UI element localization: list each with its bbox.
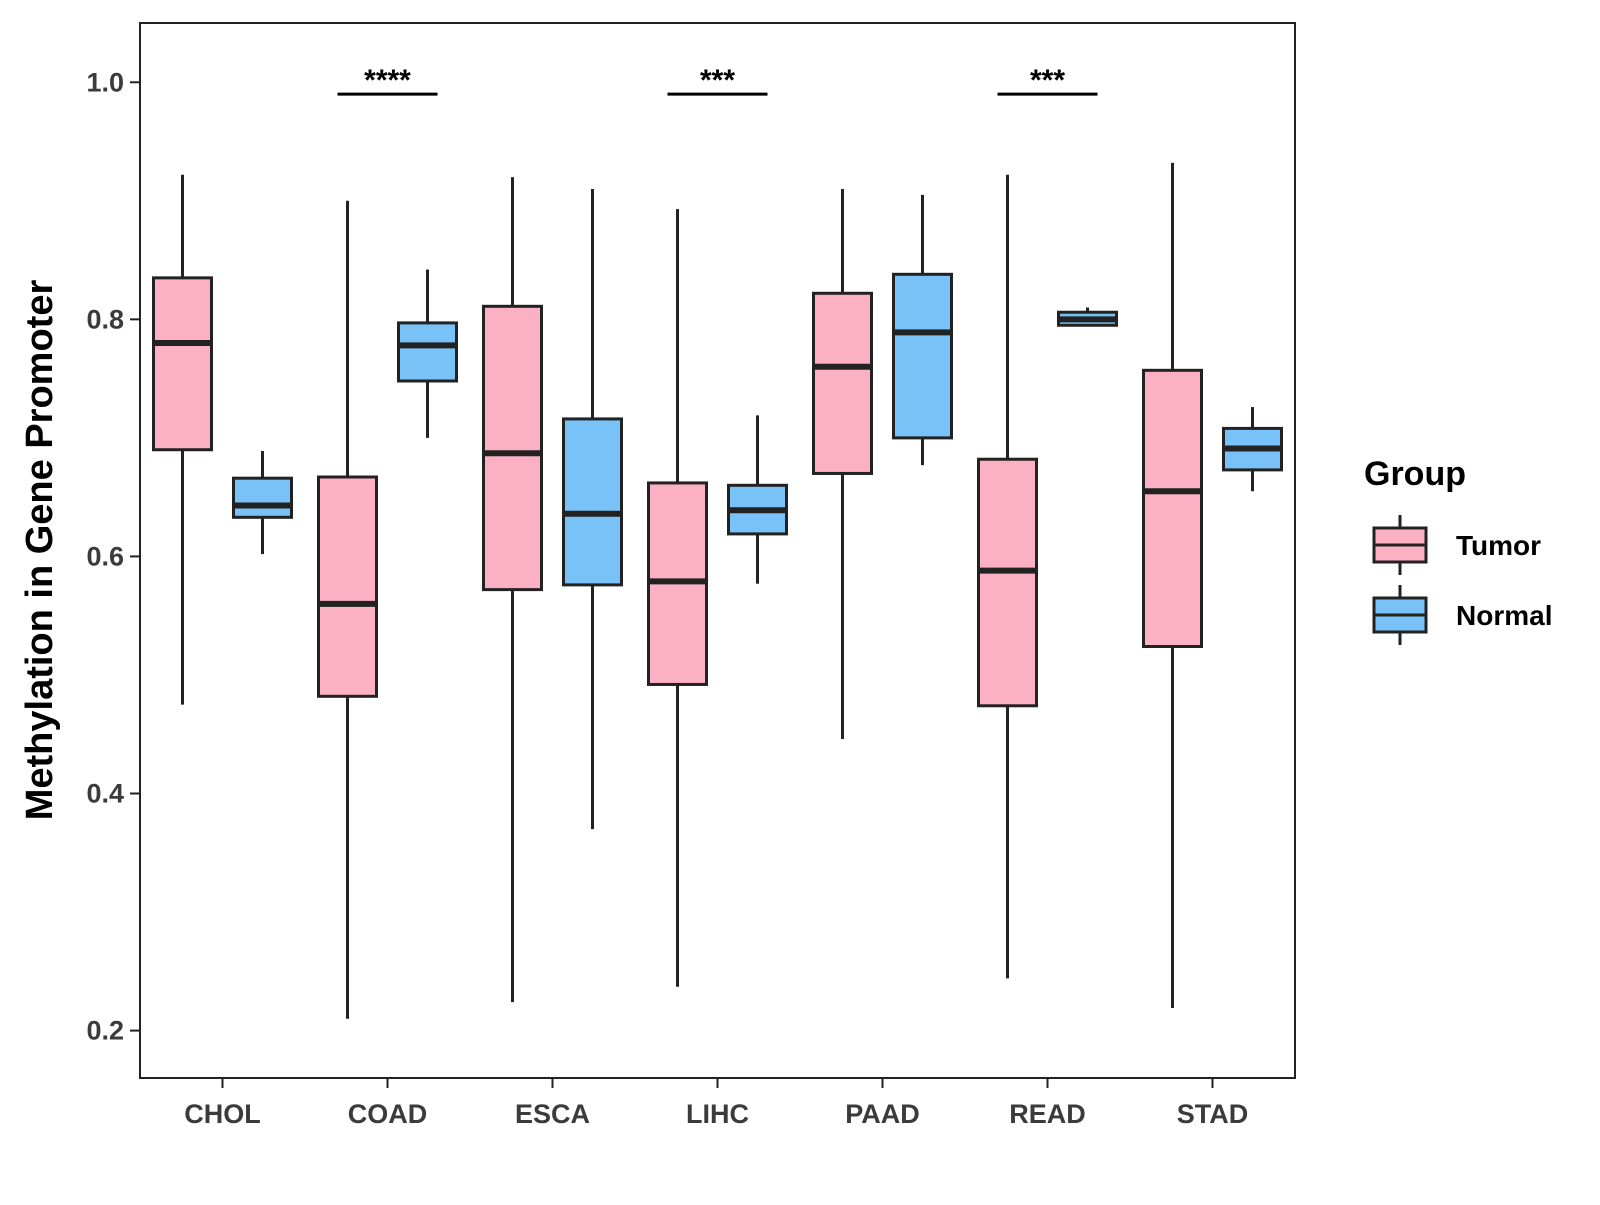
box-iqr <box>562 417 623 587</box>
x-tick-label: READ <box>1009 1099 1086 1129</box>
legend-label-normal: Normal <box>1456 600 1552 631</box>
box-iqr <box>1142 368 1203 649</box>
box-tumor-lihc <box>647 209 708 987</box>
box-iqr <box>152 276 213 452</box>
significance-label: *** <box>700 64 735 97</box>
box-iqr <box>812 291 873 475</box>
significance-read: *** <box>997 64 1098 97</box>
box-normal-paad <box>892 194 953 466</box>
box-tumor-read <box>977 174 1038 979</box>
y-tick-label: 0.4 <box>86 779 124 809</box>
box-normal-esca <box>562 188 623 830</box>
x-tick-label: LIHC <box>686 1099 749 1129</box>
x-tick-label: ESCA <box>515 1099 590 1129</box>
box-tumor-coad <box>317 200 378 1019</box>
legend-label-tumor: Tumor <box>1456 530 1541 561</box>
x-axis: CHOL COAD ESCA LIHC PAAD READ STAD <box>184 1078 1248 1129</box>
box-tumor-stad <box>1142 162 1203 1009</box>
box-iqr <box>482 304 543 592</box>
box-tumor-paad <box>812 188 873 739</box>
significance-annotations: **** *** *** <box>337 64 1098 97</box>
y-tick-label: 0.8 <box>86 304 124 334</box>
box-normal-coad <box>397 269 458 438</box>
legend-title: Group <box>1364 455 1466 493</box>
significance-label: *** <box>1030 64 1065 97</box>
y-axis-label: Methylation in Gene Promoter <box>19 280 61 821</box>
significance-coad: **** <box>337 64 438 97</box>
box-normal-read <box>1057 307 1118 327</box>
y-axis: 0.2 0.4 0.6 0.8 1.0 <box>86 67 140 1046</box>
box-normal-stad <box>1222 407 1283 492</box>
y-tick-label: 1.0 <box>86 67 124 97</box>
x-tick-label: COAD <box>348 1099 428 1129</box>
box-iqr <box>317 475 378 698</box>
box-tumor-chol <box>152 174 213 705</box>
y-tick-label: 0.2 <box>86 1016 124 1046</box>
legend-entry-tumor: Tumor <box>1372 515 1541 575</box>
x-tick-label: PAAD <box>845 1099 920 1129</box>
box-iqr <box>397 321 458 383</box>
box-iqr <box>232 476 293 519</box>
y-tick-label: 0.6 <box>86 541 124 571</box>
box-normal-chol <box>232 450 293 555</box>
plot-panel <box>139 22 1296 1079</box>
box-tumor-esca <box>482 177 543 1003</box>
legend-entry-normal: Normal <box>1372 585 1552 645</box>
x-tick-label: CHOL <box>184 1099 261 1129</box>
significance-lihc: *** <box>667 64 768 97</box>
significance-label: **** <box>364 64 411 97</box>
box-normal-lihc <box>727 415 788 584</box>
boxes-layer <box>152 162 1283 1019</box>
x-tick-label: STAD <box>1177 1099 1249 1129</box>
legend: Group Tumor Normal <box>1364 455 1552 645</box>
box-iqr <box>892 272 953 440</box>
box-iqr <box>977 457 1038 708</box>
